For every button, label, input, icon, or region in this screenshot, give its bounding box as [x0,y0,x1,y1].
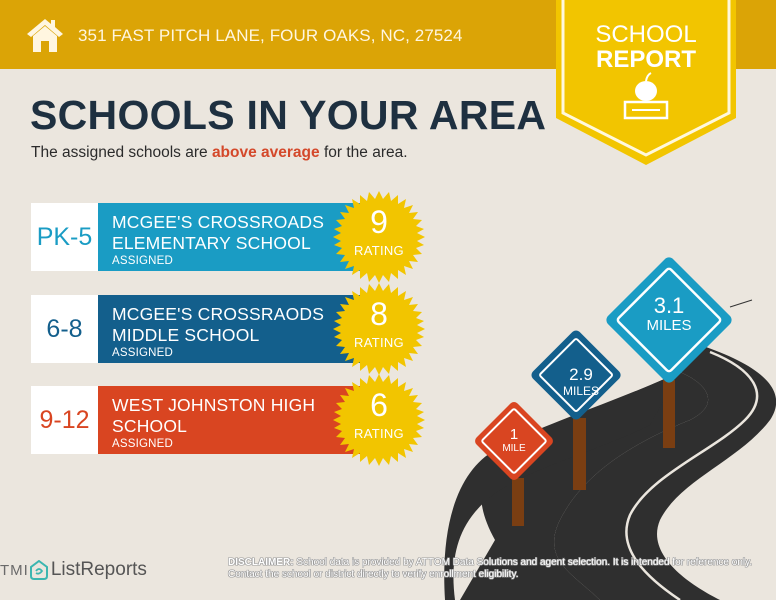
distance-value: 3.1 [653,293,685,318]
page-title: SCHOOLS IN YOUR AREA [30,92,547,138]
school-name-bar: MCGEE'S CROSSRAODS MIDDLE SCHOOL ASSIGNE… [98,295,368,363]
disclaimer-label: DISCLAIMER: [228,557,294,568]
school-name-bar: MCGEE'S CROSSROADS ELEMENTARY SCHOOL ASS… [98,203,368,271]
listreports-logo: TMI ListReports [0,558,147,582]
starburst-icon [333,374,425,466]
starburst-icon [333,191,425,283]
distance-unit: MILES [646,317,692,334]
school-status: ASSIGNED [112,255,174,267]
school-name-line-1: MCGEE'S CROSSROADS [112,212,325,232]
road [554,345,776,600]
distance-label-3: 3.1 MILES [634,294,704,334]
rating-label: RATING [354,335,404,350]
school-name-line-2: SCHOOL [112,416,188,436]
badge-title: SCHOOL REPORT [556,22,736,72]
school-name-line-2: ELEMENTARY SCHOOL [112,233,311,253]
subtitle-highlight: above average [211,144,320,161]
school-name-line-1: MCGEE'S CROSSRAODS [112,304,325,324]
logo-name: ListReports [50,559,147,580]
distance-sign-1 [475,402,553,480]
rating-value: 6 [370,387,388,423]
school-row-high: 9-12 WEST JOHNSTON HIGH SCHOOL ASSIGNED … [31,374,431,466]
rating-value: 9 [370,204,388,240]
property-address: 351 FAST PITCH LANE, FOUR OAKS, NC, 2752… [78,26,463,45]
school-name-line-2: MIDDLE SCHOOL [112,325,260,345]
school-status: ASSIGNED [112,438,174,450]
rating-seal: 9 RATING [333,191,425,283]
school-name-bar: WEST JOHNSTON HIGH SCHOOL ASSIGNED [98,386,368,454]
rating-label: RATING [354,243,404,258]
distance-sign-2 [531,330,621,420]
road-illustration [444,257,776,600]
school-name-line-1: WEST JOHNSTON HIGH [112,395,316,415]
grade-range: 6-8 [31,295,98,363]
logo-prefix: TMI [0,561,29,579]
distance-sign-3 [606,257,732,383]
rating-value: 8 [370,296,388,332]
distance-label-1: 1 MILE [492,426,536,455]
home-icon [27,19,63,52]
page-subtitle: The assigned schools are above average f… [31,144,408,162]
disclaimer-text: School data is provided by ATTOM Data So… [228,557,753,580]
school-row-middle: 6-8 MCGEE'S CROSSRAODS MIDDLE SCHOOL ASS… [31,283,431,375]
distance-value: 1 [509,426,519,443]
school-row-elementary: PK-5 MCGEE'S CROSSROADS ELEMENTARY SCHOO… [31,191,431,283]
apple-on-book-icon [623,72,669,120]
rating-seal: 6 RATING [333,374,425,466]
listreports-logo-icon [29,560,48,580]
distance-unit: MILE [502,443,526,454]
starburst-icon [333,283,425,375]
school-report-badge [556,0,736,165]
distance-value: 2.9 [569,365,593,384]
badge-line-2: REPORT [595,46,696,73]
disclaimer: DISCLAIMER: School data is provided by A… [228,557,768,581]
grade-range: 9-12 [31,386,98,454]
distance-unit: MILES [562,384,599,398]
subtitle-text: The assigned schools are [31,144,212,161]
grade-range: PK-5 [31,203,98,271]
badge-line-1: SCHOOL [595,21,697,48]
rating-label: RATING [354,426,404,441]
subtitle-text-end: for the area. [319,144,408,161]
school-status: ASSIGNED [112,347,174,359]
rating-seal: 8 RATING [333,283,425,375]
distance-label-2: 2.9 MILES [553,365,609,399]
